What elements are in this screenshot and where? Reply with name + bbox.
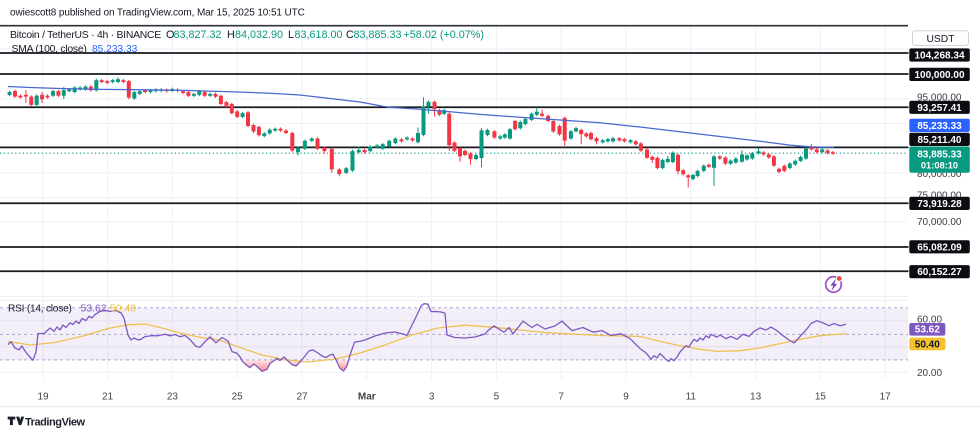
svg-text:L: L (288, 29, 294, 41)
svg-text:60,152.27: 60,152.27 (917, 267, 962, 278)
svg-text:USDT: USDT (926, 34, 955, 45)
svg-text:Bitcoin / TetherUS · 4h · BINA: Bitcoin / TetherUS · 4h · BINANCE (10, 30, 161, 41)
svg-text:83,618.00: 83,618.00 (295, 29, 343, 41)
svg-text:85,233.33: 85,233.33 (917, 121, 962, 132)
svg-text:50.40: 50.40 (915, 339, 940, 350)
svg-text:C: C (346, 29, 354, 41)
svg-text:75,000.00: 75,000.00 (917, 191, 962, 202)
svg-text:H: H (227, 29, 235, 41)
svg-text:RSI (14, close): RSI (14, close) (8, 303, 72, 314)
svg-text:95,000.00: 95,000.00 (917, 92, 962, 103)
svg-text:80,000.00: 80,000.00 (917, 169, 962, 180)
svg-text:73,919.28: 73,919.28 (917, 199, 962, 210)
svg-text:65,082.09: 65,082.09 (917, 242, 962, 253)
svg-text:20.00: 20.00 (917, 368, 942, 379)
svg-text:9: 9 (623, 391, 629, 402)
svg-text:60.00: 60.00 (917, 315, 942, 326)
svg-text:25: 25 (232, 391, 244, 402)
svg-text:53.62: 53.62 (81, 303, 107, 314)
svg-text:5: 5 (494, 391, 500, 402)
svg-text:104,268.34: 104,268.34 (914, 51, 964, 62)
svg-text:SMA (100, close): SMA (100, close) (12, 44, 87, 55)
svg-text:11: 11 (686, 391, 697, 402)
svg-text:27: 27 (296, 391, 308, 402)
svg-text:owiescott8 published on Tradin: owiescott8 published on TradingView.com,… (10, 8, 305, 19)
svg-text:TradingView: TradingView (25, 416, 86, 428)
svg-text:17: 17 (880, 391, 892, 402)
svg-text:21: 21 (102, 391, 114, 402)
svg-text:83,827.32: 83,827.32 (174, 29, 222, 41)
svg-text:84,032.90: 84,032.90 (235, 29, 283, 41)
svg-text:01:08:10: 01:08:10 (921, 161, 958, 171)
svg-text:3: 3 (429, 391, 435, 402)
svg-text:53.62: 53.62 (915, 325, 940, 336)
svg-text:83,885.33: 83,885.33 (354, 29, 402, 41)
svg-text:50.40: 50.40 (110, 303, 136, 314)
svg-text:19: 19 (37, 391, 49, 402)
svg-text:7: 7 (558, 391, 564, 402)
svg-text:+58.02 (+0.07%): +58.02 (+0.07%) (404, 29, 484, 41)
svg-text:93,257.41: 93,257.41 (917, 103, 962, 114)
svg-text:70,000.00: 70,000.00 (917, 217, 962, 228)
svg-text:15: 15 (815, 391, 827, 402)
svg-text:Mar: Mar (358, 391, 376, 402)
svg-text:83,885.33: 83,885.33 (917, 150, 962, 161)
svg-text:O: O (166, 29, 174, 41)
svg-text:85,233.33: 85,233.33 (92, 44, 138, 55)
svg-text:23: 23 (167, 391, 179, 402)
svg-text:85,211.40: 85,211.40 (918, 135, 962, 146)
svg-text:100,000.00: 100,000.00 (914, 70, 964, 81)
svg-text:13: 13 (750, 391, 762, 402)
